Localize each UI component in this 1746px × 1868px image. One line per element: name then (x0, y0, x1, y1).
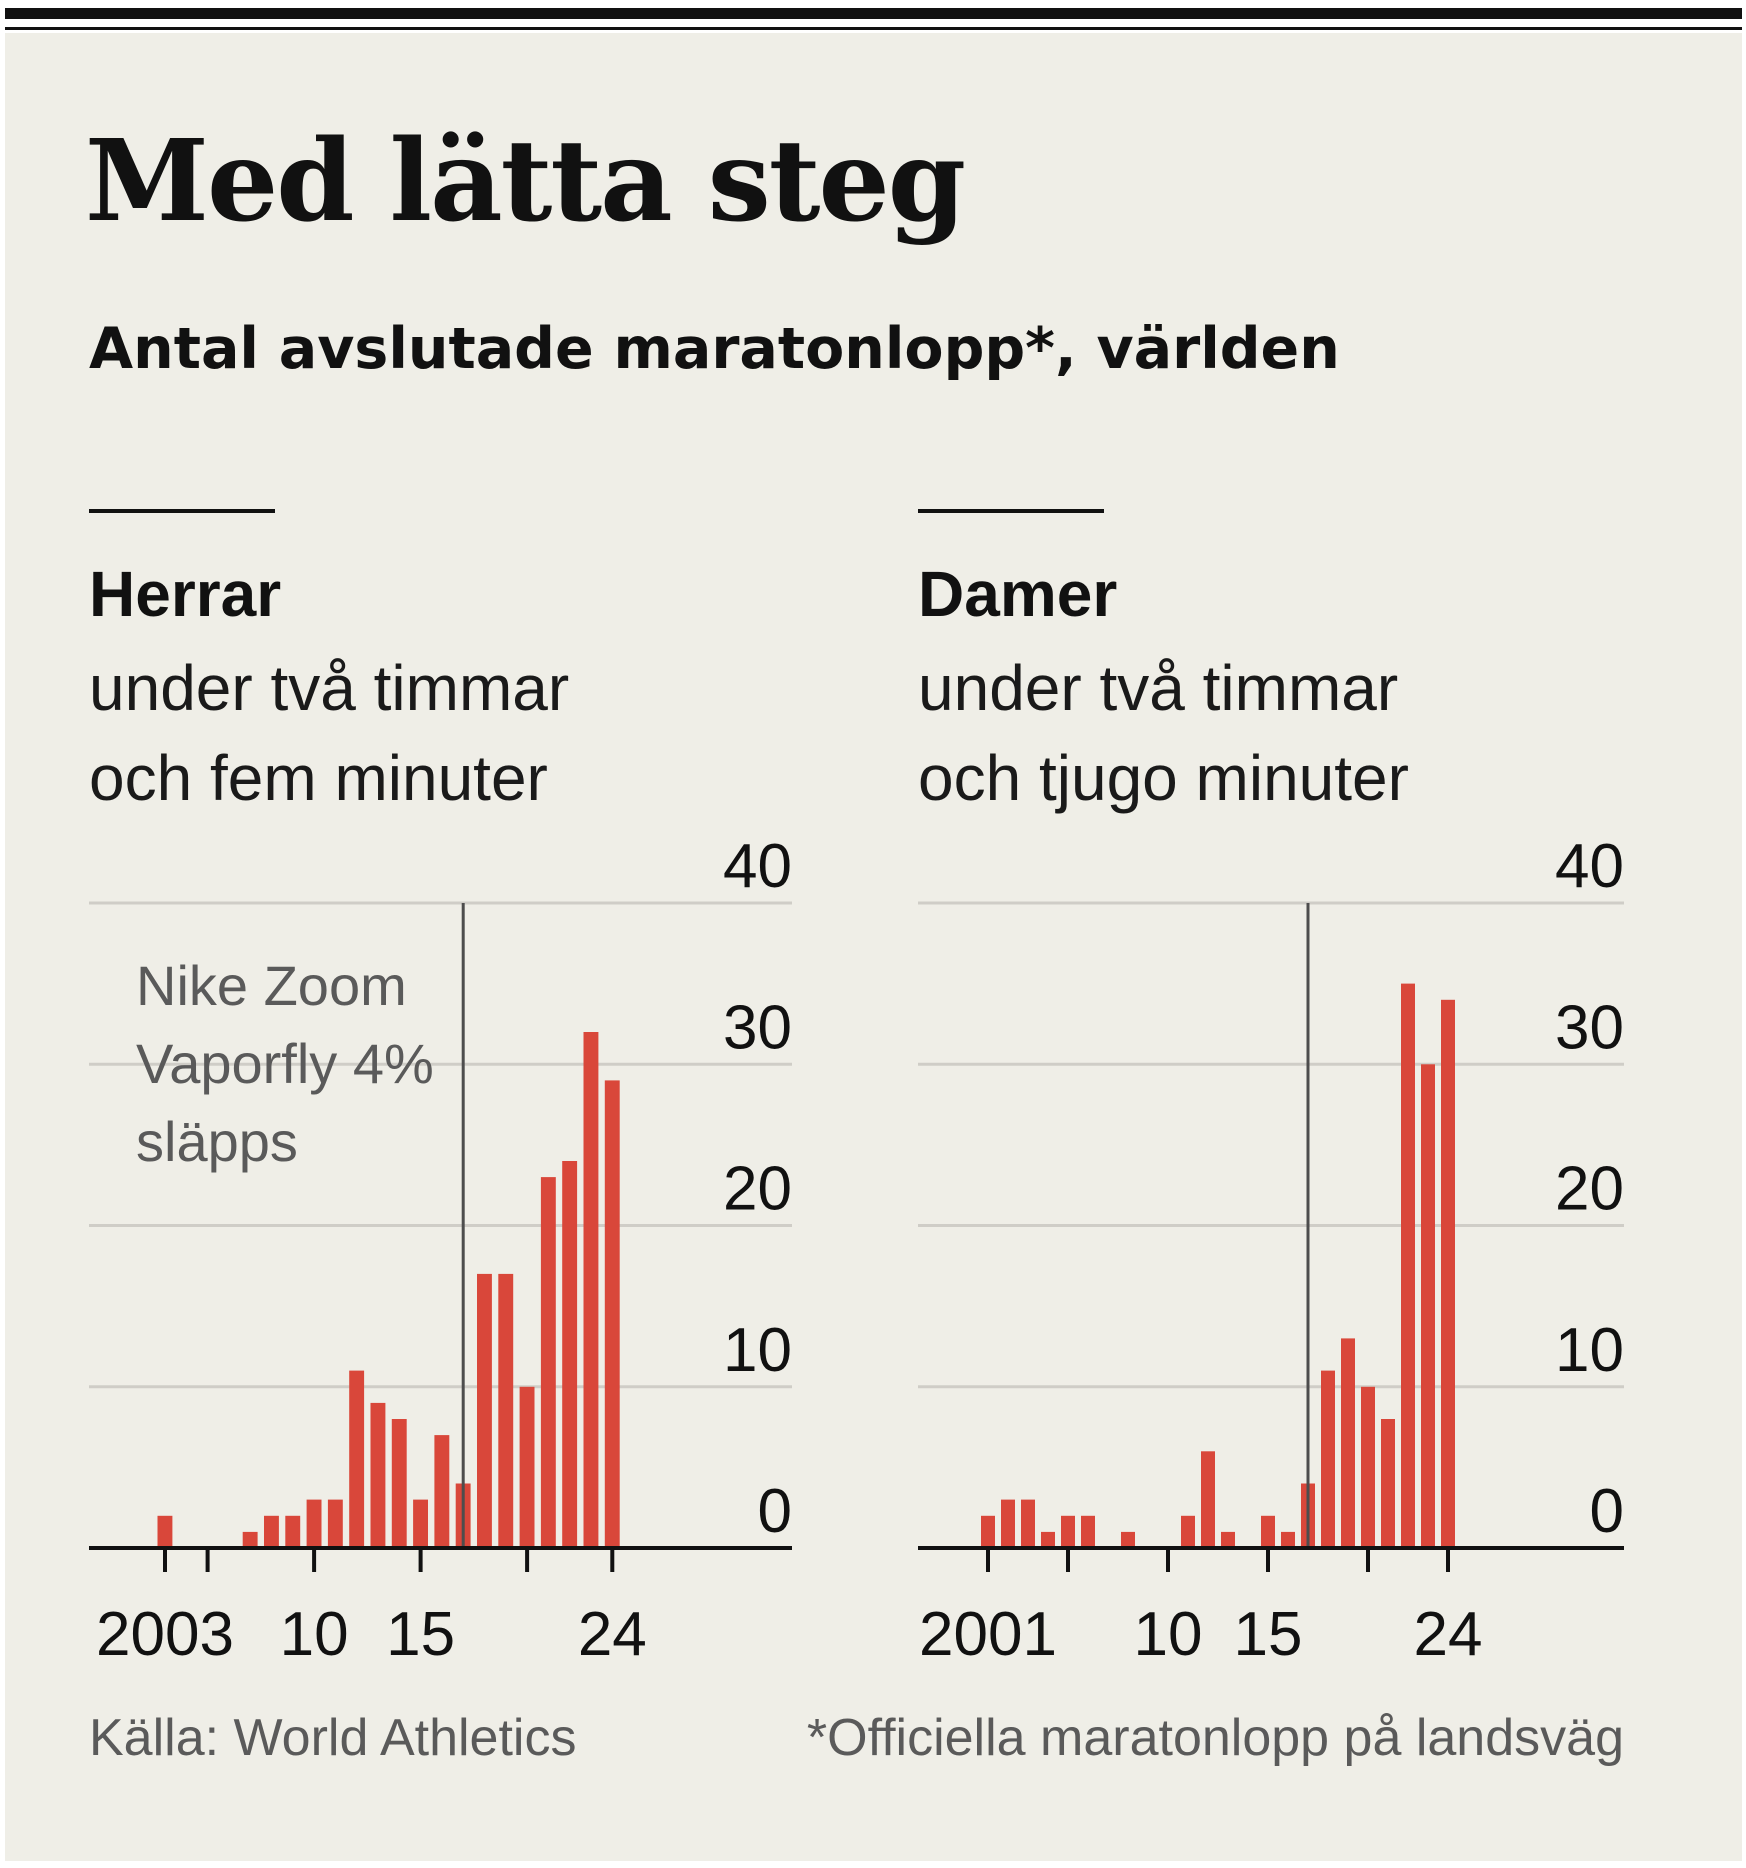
herrar-y-tick-label: 20 (723, 1155, 792, 1224)
herrar-bar-2021 (541, 1177, 556, 1548)
herrar-title: Herrar (89, 558, 281, 630)
damer-bar-2002 (1001, 1500, 1015, 1548)
herrar-bar-2007 (243, 1532, 258, 1548)
herrar-bar-2016 (434, 1435, 449, 1548)
herrar-annotation-text: släpps (136, 1110, 298, 1173)
damer-bar-2011 (1181, 1516, 1195, 1548)
damer-bar-2015 (1261, 1516, 1275, 1548)
herrar-bar-2009 (285, 1516, 300, 1548)
herrar-subtitle-line: och fem minuter (89, 742, 548, 814)
herrar-bar-2024 (605, 1080, 620, 1548)
herrar-bar-2003 (158, 1516, 173, 1548)
herrar-y-tick-label: 40 (723, 832, 792, 901)
damer-bar-2004 (1041, 1532, 1055, 1548)
damer-bar-2013 (1221, 1532, 1235, 1548)
herrar-y-tick-label: 0 (758, 1477, 792, 1546)
damer-y-tick-label: 10 (1555, 1316, 1624, 1385)
herrar-bar-2023 (584, 1032, 599, 1548)
herrar-bar-2019 (498, 1274, 513, 1548)
herrar-x-tick-label: 24 (578, 1600, 647, 1669)
damer-bar-2023 (1421, 1064, 1435, 1548)
herrar-annotation-text: Nike Zoom (136, 954, 407, 1017)
footnote: *Officiella maratonlopp på landsväg (807, 1709, 1624, 1767)
damer-bar-2020 (1361, 1387, 1375, 1548)
damer-y-tick-label: 30 (1555, 993, 1624, 1062)
damer-bar-2021 (1381, 1419, 1395, 1548)
herrar-bar-2010 (307, 1500, 322, 1548)
herrar-bar-2011 (328, 1500, 343, 1548)
damer-x-tick-label: 15 (1234, 1600, 1303, 1669)
herrar-bar-2008 (264, 1516, 279, 1548)
damer-bar-2024 (1441, 1000, 1455, 1548)
herrar-x-tick-label: 10 (280, 1600, 349, 1669)
herrar-bar-2022 (562, 1161, 577, 1548)
damer-bar-2006 (1081, 1516, 1095, 1548)
herrar-bar-2018 (477, 1274, 492, 1548)
herrar-subtitle-line: under två timmar (89, 652, 569, 724)
damer-y-tick-label: 40 (1555, 832, 1624, 901)
damer-bar-2005 (1061, 1516, 1075, 1548)
herrar-bar-2020 (520, 1387, 535, 1548)
damer-subtitle-line: under två timmar (918, 652, 1398, 724)
damer-y-tick-label: 20 (1555, 1155, 1624, 1224)
damer-x-tick-label: 24 (1414, 1600, 1483, 1669)
damer-y-tick-label: 0 (1590, 1477, 1624, 1546)
damer-title: Damer (918, 558, 1117, 630)
herrar-y-tick-label: 10 (723, 1316, 792, 1385)
herrar-bar-2012 (349, 1371, 364, 1548)
damer-x-tick-label: 10 (1134, 1600, 1203, 1669)
damer-bar-2012 (1201, 1451, 1215, 1548)
damer-bar-2019 (1341, 1338, 1355, 1548)
herrar-y-tick-label: 30 (723, 993, 792, 1062)
damer-bar-2003 (1021, 1500, 1035, 1548)
herrar-bar-2014 (392, 1419, 407, 1548)
herrar-x-tick-label: 2003 (96, 1600, 234, 1669)
damer-subtitle-line: och tjugo minuter (918, 742, 1409, 814)
source-note: Källa: World Athletics (89, 1709, 576, 1767)
herrar-annotation-text: Vaporfly 4% (136, 1032, 434, 1095)
herrar-bar-2015 (413, 1500, 428, 1548)
damer-bar-2016 (1281, 1532, 1295, 1548)
herrar-x-tick-label: 15 (386, 1600, 455, 1669)
herrar-bar-2013 (371, 1403, 386, 1548)
damer-bar-2008 (1121, 1532, 1135, 1548)
damer-x-tick-label: 2001 (919, 1600, 1057, 1669)
damer-bar-2001 (981, 1516, 995, 1548)
damer-bar-2022 (1401, 984, 1415, 1548)
damer-bar-2018 (1321, 1371, 1335, 1548)
